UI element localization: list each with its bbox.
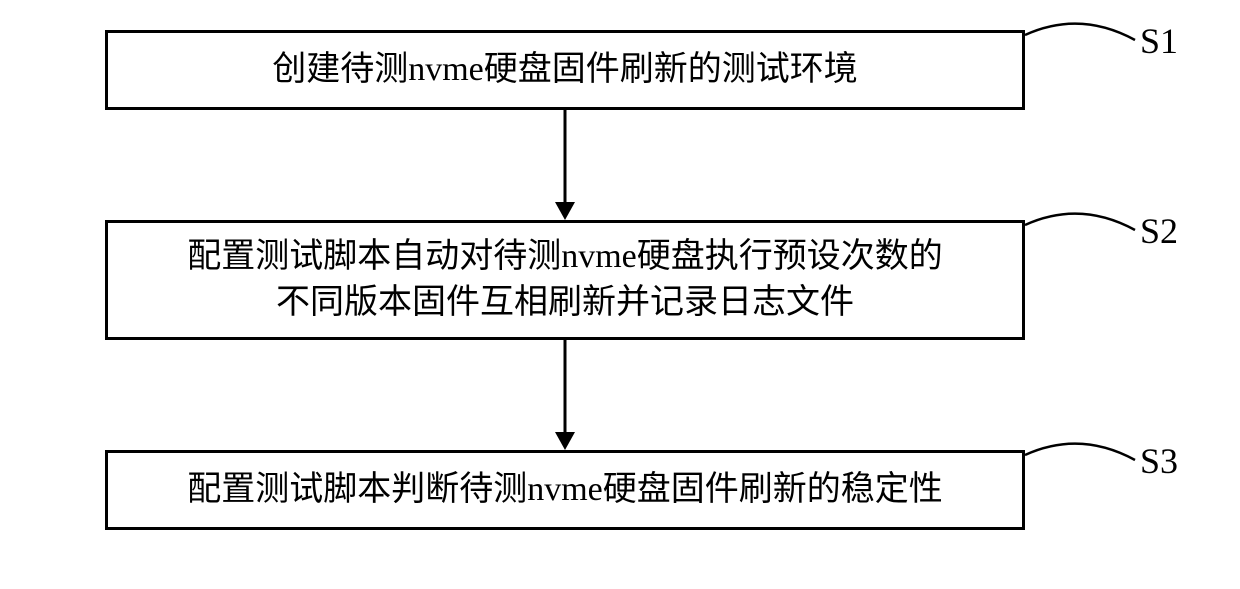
step-box-s3: 配置测试脚本判断待测nvme硬盘固件刷新的稳定性 bbox=[105, 450, 1025, 530]
arrow-head-2 bbox=[555, 432, 575, 450]
arrow-head-1 bbox=[555, 202, 575, 220]
arrow-line-1 bbox=[564, 110, 567, 202]
step-label-s1: S1 bbox=[1140, 20, 1178, 62]
center-column: 创建待测nvme硬盘固件刷新的测试环境 配置测试脚本自动对待测nvme硬盘执行预… bbox=[105, 0, 1025, 589]
step-box-s1: 创建待测nvme硬盘固件刷新的测试环境 bbox=[105, 30, 1025, 110]
flowchart-container: 创建待测nvme硬盘固件刷新的测试环境 配置测试脚本自动对待测nvme硬盘执行预… bbox=[0, 0, 1240, 589]
step-text-s1: 创建待测nvme硬盘固件刷新的测试环境 bbox=[272, 47, 858, 93]
step-text-s3: 配置测试脚本判断待测nvme硬盘固件刷新的稳定性 bbox=[187, 467, 943, 513]
step-label-s2: S2 bbox=[1140, 210, 1178, 252]
step-box-s2: 配置测试脚本自动对待测nvme硬盘执行预设次数的不同版本固件互相刷新并记录日志文… bbox=[105, 220, 1025, 340]
step-text-s2: 配置测试脚本自动对待测nvme硬盘执行预设次数的不同版本固件互相刷新并记录日志文… bbox=[187, 234, 943, 326]
arrow-line-2 bbox=[564, 340, 567, 432]
step-label-s3: S3 bbox=[1140, 440, 1178, 482]
